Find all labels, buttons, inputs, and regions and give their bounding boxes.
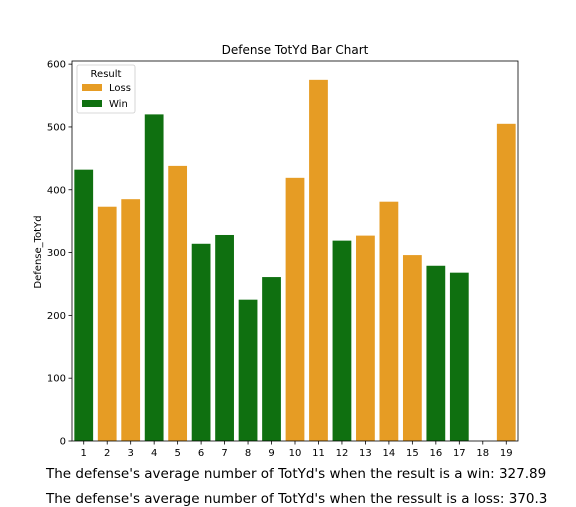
x-tick-label-9: 9 [268, 448, 274, 459]
y-axis-ticks: 0 100 200 300 400 500 600 [47, 60, 72, 448]
bar-5 [168, 165, 188, 441]
y-tick-label-100: 100 [47, 374, 66, 385]
plot-frame [71, 60, 519, 442]
bar-17 [449, 272, 469, 441]
legend: Result Loss Win [76, 64, 136, 114]
bar-1 [74, 169, 94, 441]
bar-7 [215, 234, 234, 441]
bar-6 [191, 243, 211, 441]
x-tick-label-10: 10 [289, 448, 302, 459]
x-tick-label-11: 11 [312, 448, 325, 459]
caption-loss-average: The defense's average number of TotYd's … [46, 491, 548, 507]
x-tick-label-18: 18 [476, 448, 489, 459]
x-tick-label-13: 13 [359, 448, 372, 459]
bar-8 [238, 299, 258, 441]
legend-label-win: Win [109, 99, 128, 110]
legend-swatch-loss [82, 84, 102, 91]
x-tick-label-7: 7 [221, 448, 227, 459]
x-tick-label-2: 2 [104, 448, 110, 459]
y-tick-label-500: 500 [47, 122, 66, 133]
y-tick-label-400: 400 [47, 185, 66, 196]
bar-14 [379, 201, 399, 441]
x-tick-label-14: 14 [383, 448, 396, 459]
y-tick-label-300: 300 [47, 248, 66, 259]
x-tick-label-1: 1 [81, 448, 87, 459]
x-tick-label-16: 16 [429, 448, 442, 459]
bar-10 [285, 177, 305, 441]
chart-title: Defense TotYd Bar Chart [222, 43, 369, 57]
bar-12 [332, 240, 352, 441]
y-axis-label: Defense_TotYd [33, 215, 44, 288]
legend-label-loss: Loss [109, 83, 131, 94]
legend-swatch-win [82, 100, 102, 107]
x-tick-label-15: 15 [406, 448, 419, 459]
bar-16 [426, 265, 446, 441]
x-tick-label-6: 6 [198, 448, 204, 459]
x-tick-label-19: 19 [500, 448, 513, 459]
x-tick-label-17: 17 [453, 448, 466, 459]
bar-13 [356, 235, 375, 441]
y-tick-label-600: 600 [47, 60, 66, 71]
x-tick-label-8: 8 [245, 448, 251, 459]
x-tick-label-5: 5 [174, 448, 180, 459]
x-tick-label-12: 12 [336, 448, 349, 459]
bar-19 [496, 123, 516, 442]
x-tick-label-4: 4 [151, 448, 157, 459]
bars-group [74, 79, 516, 442]
bar-2 [97, 206, 117, 441]
y-tick-label-200: 200 [47, 311, 66, 322]
bar-15 [402, 255, 422, 441]
bar-3 [121, 199, 141, 441]
bar-9 [262, 277, 281, 441]
y-tick-label-0: 0 [60, 437, 66, 448]
bar-11 [309, 79, 328, 442]
x-tick-label-3: 3 [127, 448, 133, 459]
x-axis-ticks: 1 2 3 4 5 6 7 8 9 10 11 12 13 14 15 16 17 18 19 [81, 441, 513, 459]
legend-title: Result [91, 69, 122, 80]
caption-win-average: The defense's average number of TotYd's … [46, 466, 547, 482]
bar-4 [144, 114, 164, 441]
